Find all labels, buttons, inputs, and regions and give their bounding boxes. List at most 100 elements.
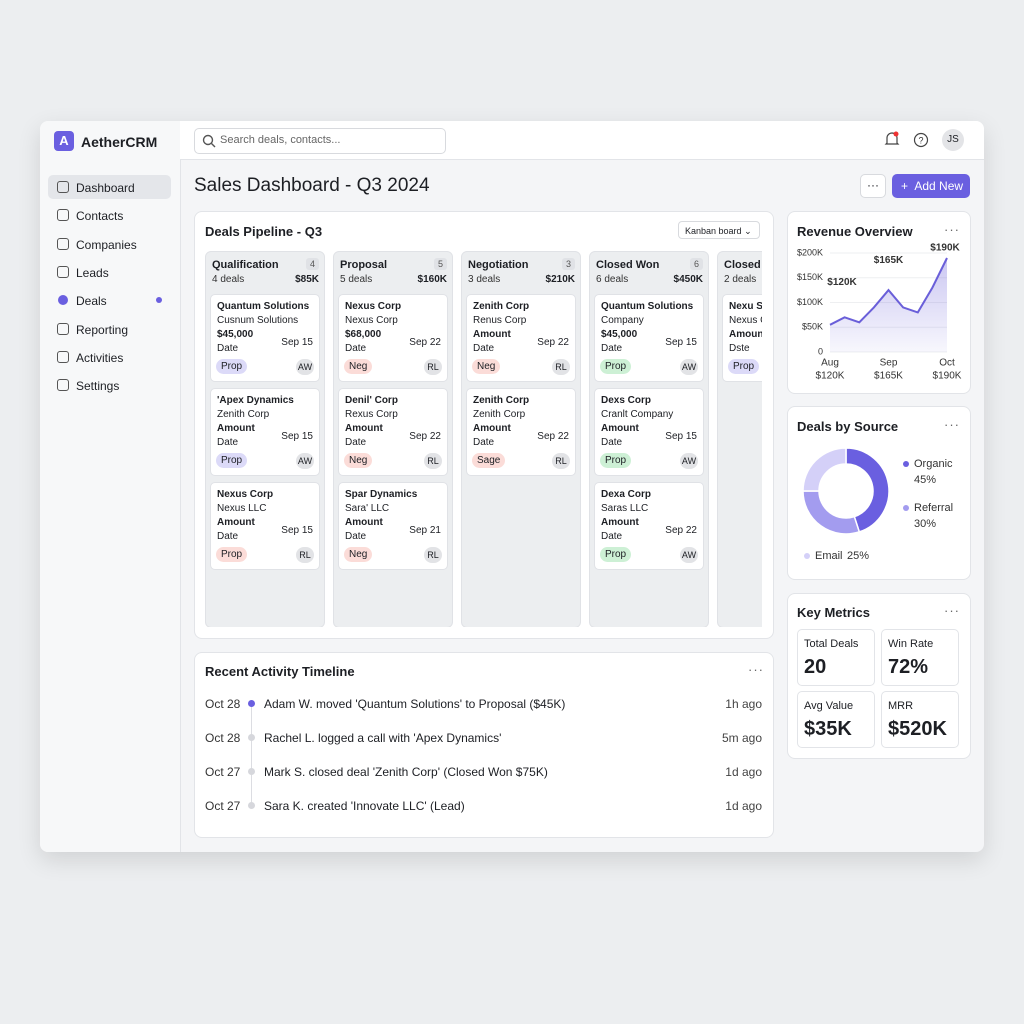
nav-icon (57, 322, 69, 335)
nav-item[interactable]: Dashboard (48, 175, 171, 199)
owner-avatar: RL (296, 547, 314, 563)
metric-value: $520K (888, 718, 947, 740)
add-new-button[interactable]: + Add New (892, 174, 970, 198)
activity-ago: 1d ago (725, 799, 762, 813)
deal-title: Dexa Corp (601, 489, 652, 500)
column-count: 5 (433, 258, 447, 270)
nav-label: Companies (76, 237, 137, 252)
view-label: Kanban board (685, 226, 742, 236)
menu[interactable]: ··· (944, 603, 960, 618)
panel-title: Revenue Overview (797, 224, 913, 239)
deal-tag: Prop (600, 547, 632, 562)
date-label: Date (473, 437, 495, 448)
deal-card[interactable]: 'Apex Dynamics Zenith Corp Amount Date Sep 1… (210, 388, 320, 476)
deal-company: Cranlt Company (601, 409, 674, 420)
deal-title: Dexs Corp (601, 395, 652, 406)
nav-item[interactable]: Companies (48, 232, 171, 256)
search-box[interactable]: Search deals, contacts... (194, 128, 446, 154)
y-tick-label: $200K (797, 247, 823, 257)
nav-icon (57, 350, 69, 363)
activity-ago: 1h ago (725, 697, 762, 711)
column-name: Closed Won (596, 259, 660, 271)
x-tick-value: $165K (874, 371, 903, 382)
deal-card[interactable]: Zenith Corp Renus Corp Amount Date Sep 22 Neg… (466, 294, 576, 382)
activity-text: Rachel L. logged a call with 'Apex Dynam… (264, 731, 502, 745)
legend-label: Referral (914, 502, 953, 514)
activity-date: Oct 27 (205, 799, 241, 813)
activity-ago: 1d ago (725, 765, 762, 779)
donut-slice (845, 447, 890, 533)
panel-title: Deals Pipeline - Q3 (205, 224, 323, 239)
more-button[interactable]: ··· (860, 174, 886, 198)
kanban-column: Closed Won 6 6 deals $450K Quantum Solutions… (589, 251, 709, 627)
nav-item[interactable]: Settings (48, 373, 171, 397)
menu[interactable]: ··· (944, 417, 960, 432)
deal-card[interactable]: Denil' Corp Rexus Corp Amount Date Sep 22 Neg… (338, 388, 448, 476)
source-chart: Organic 45% Referral 30% Email 25% (802, 447, 953, 562)
column-deals: 3 deals (468, 274, 501, 285)
logo: A (54, 131, 74, 151)
nav-item[interactable]: Reporting (48, 317, 171, 341)
date-label: Date (601, 531, 623, 542)
deal-card[interactable]: Zenith Corp Zenith Corp Amount Date Sep 22 Sa… (466, 388, 576, 476)
deal-card[interactable]: Nexus Corp Nexus Corp $68,000 Date Sep 22 Neg… (338, 294, 448, 382)
deal-title: Nexu S (729, 301, 762, 312)
nav-item[interactable]: Leads (48, 260, 171, 284)
nav-label: Contacts (76, 209, 124, 224)
date-label: Dste (729, 343, 750, 354)
column-count: 3 (561, 258, 575, 270)
timeline-dot (248, 700, 255, 707)
menu[interactable]: ··· (748, 662, 764, 677)
nav-item[interactable]: Contacts (48, 203, 171, 227)
deal-card[interactable]: Quantum Solutions Company $45,000 Date Sep 1… (594, 294, 704, 382)
deal-tag: Neg (472, 359, 501, 374)
deal-date: Sep 15 (665, 431, 697, 442)
nav-item[interactable]: Deals (48, 288, 171, 312)
kanban-column: Proposal 5 5 deals $160K Nexus Corp Nexus Cor… (333, 251, 453, 627)
page-title: Sales Dashboard - Q3 2024 (194, 175, 430, 196)
deal-card[interactable]: Nexu S Nexus C Amount Dste Prop (722, 294, 762, 382)
column-total: $210K (545, 274, 575, 285)
deal-date: Sep 15 (281, 525, 313, 536)
notifications[interactable] (884, 131, 900, 149)
view-select[interactable]: Kanban board ⌄ (678, 221, 760, 239)
column-deals: 4 deals (212, 274, 245, 285)
deal-date: Sep 15 (281, 431, 313, 442)
column-total: $160K (417, 274, 447, 285)
donut-slice (802, 490, 861, 535)
date-label: Date (473, 343, 495, 354)
deal-title: Quantum Solutions (217, 301, 310, 312)
timeline-line (251, 740, 252, 774)
deal-card[interactable]: Quantum Solutions Cusnum Solutions $45,000… (210, 294, 320, 382)
nav-label: Settings (76, 379, 120, 394)
y-tick-label: $50K (802, 322, 823, 332)
deal-date: Sep 22 (665, 525, 697, 536)
deal-tag: Prop (600, 453, 632, 468)
deal-company: Renus Corp (473, 315, 527, 326)
timeline-line (251, 774, 252, 808)
help[interactable]: ? (913, 132, 929, 148)
user-avatar[interactable]: JS (942, 129, 964, 151)
revenue-area (830, 258, 947, 352)
legend-dot (903, 505, 909, 511)
date-label: Date (601, 343, 623, 354)
donut-slice (802, 447, 847, 492)
metric-card: MRR $520K (881, 691, 959, 748)
nav-item[interactable]: Activities (48, 345, 171, 369)
legend-label: Email (815, 550, 843, 562)
legend-dot (804, 553, 810, 559)
deal-card[interactable]: Dexa Corp Saras LLC Amount Date Sep 22 Prop AW (594, 482, 704, 570)
deal-amount: Amount (601, 517, 639, 528)
deal-card[interactable]: Nexus Corp Nexus LLC Amount Date Sep 15 Prop R… (210, 482, 320, 570)
legend-value: 25% (847, 550, 869, 562)
deal-amount: $45,000 (217, 329, 254, 340)
deal-date: Sep 22 (409, 431, 441, 442)
deal-card[interactable]: Dexs Corp Cranlt Company Amount Date Sep 15 P… (594, 388, 704, 476)
deal-card[interactable]: Spar Dynamics Sara' LLC Amount Date Sep 21 Ne… (338, 482, 448, 570)
activity-date: Oct 27 (205, 765, 241, 779)
nav-label: Reporting (76, 322, 129, 337)
menu[interactable]: ··· (944, 222, 960, 237)
x-tick-value: $120K (816, 371, 845, 382)
owner-avatar: RL (424, 453, 442, 469)
